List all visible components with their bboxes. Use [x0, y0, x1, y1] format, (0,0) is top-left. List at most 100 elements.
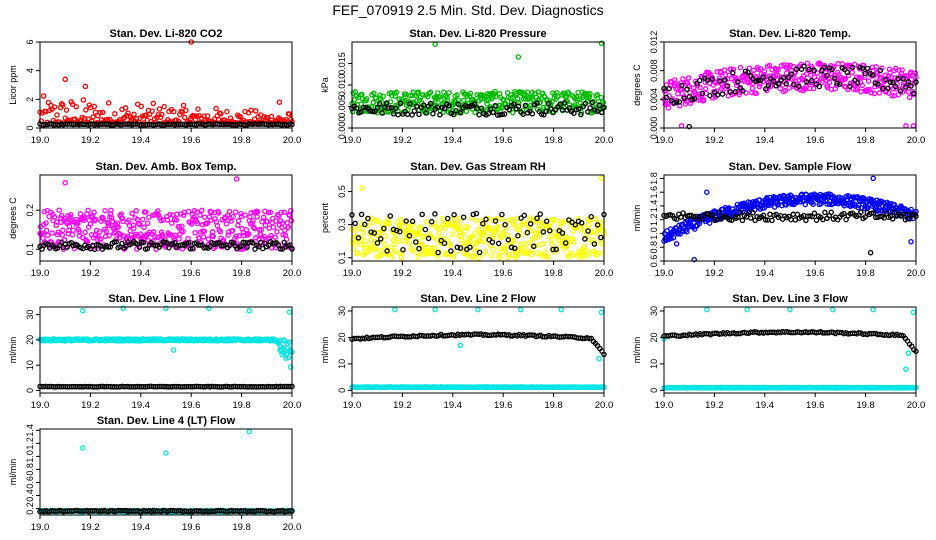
- data-point: [857, 64, 863, 71]
- y-tick-label: 0: [25, 388, 35, 393]
- data-point: [490, 109, 496, 116]
- series-black: [37, 238, 295, 252]
- data-point: [250, 240, 256, 246]
- data-point: [696, 91, 703, 97]
- data-point: [266, 225, 272, 231]
- data-point: [464, 239, 471, 246]
- data-point: [394, 239, 400, 245]
- data-point: [229, 227, 236, 234]
- data-point: [457, 110, 464, 116]
- data-point: [358, 211, 365, 218]
- x-tick-label: 20.0: [595, 400, 614, 411]
- y-axis-label: degrees C: [8, 197, 18, 239]
- data-point: [821, 64, 828, 71]
- series-black: [349, 331, 607, 358]
- data-point-outlier: [704, 189, 710, 195]
- y-axis-label: degrees C: [632, 64, 642, 106]
- data-point: [393, 89, 400, 96]
- data-point: [416, 230, 422, 236]
- data-point: [524, 89, 531, 95]
- data-point: [387, 213, 394, 219]
- data-point: [268, 232, 274, 239]
- data-point: [522, 245, 528, 251]
- data-point: [796, 83, 802, 90]
- data-point: [140, 216, 146, 223]
- data-point: [430, 110, 436, 117]
- data-point: [844, 69, 851, 76]
- data-point: [777, 85, 783, 92]
- data-point: [462, 239, 468, 245]
- data-point: [545, 100, 552, 107]
- data-point: [598, 94, 605, 101]
- data-point: [510, 109, 516, 116]
- data-point: [403, 91, 409, 97]
- data-point: [441, 105, 448, 112]
- x-tick-label: 20.0: [907, 268, 926, 279]
- data-point: [506, 106, 512, 113]
- data-point: [559, 230, 566, 236]
- data-point-outlier: [744, 306, 750, 313]
- data-point: [663, 94, 670, 101]
- data-point: [666, 85, 672, 92]
- y-tick-label: 30: [337, 306, 347, 316]
- data-point-outlier: [787, 306, 793, 313]
- data-point: [875, 81, 881, 87]
- data-point: [200, 234, 207, 240]
- data-point: [729, 69, 736, 76]
- data-point: [589, 99, 596, 106]
- data-point: [868, 90, 874, 96]
- x-tick-label: 19.6: [494, 268, 513, 279]
- data-point: [553, 246, 559, 253]
- data-point: [529, 110, 536, 117]
- data-point: [446, 102, 452, 109]
- x-tick-label: 19.0: [655, 268, 674, 279]
- x-tick-label: 20.0: [283, 400, 302, 411]
- data-point: [478, 105, 485, 111]
- data-point: [689, 96, 695, 103]
- data-point: [409, 112, 415, 118]
- data-point-outlier: [233, 176, 240, 182]
- data-point: [492, 102, 499, 109]
- data-point: [748, 215, 754, 221]
- data-point: [66, 223, 73, 230]
- data-point: [467, 244, 473, 251]
- data-point: [136, 244, 143, 250]
- data-point: [375, 218, 382, 225]
- data-point: [460, 214, 467, 220]
- data-point: [696, 77, 703, 84]
- data-point: [393, 105, 399, 112]
- data-point: [91, 209, 97, 216]
- data-point: [288, 217, 295, 224]
- data-point: [679, 82, 685, 89]
- data-point: [423, 219, 430, 225]
- data-point: [665, 104, 672, 111]
- data-point: [237, 113, 243, 120]
- data-point: [842, 76, 849, 82]
- data-point: [895, 75, 901, 82]
- data-point: [534, 100, 540, 107]
- data-point: [450, 253, 457, 260]
- data-point: [220, 237, 227, 243]
- data-point: [831, 75, 838, 81]
- data-point: [254, 208, 261, 215]
- data-point: [267, 209, 274, 216]
- x-tick-label: 20.0: [907, 135, 926, 146]
- y-tick-label: 30: [649, 306, 659, 316]
- data-point: [388, 244, 394, 251]
- data-point: [515, 251, 521, 258]
- data-point: [573, 106, 580, 113]
- data-point: [402, 93, 408, 100]
- data-point: [128, 116, 135, 123]
- data-point: [428, 218, 435, 225]
- data-point: [702, 86, 709, 92]
- data-point: [369, 219, 376, 226]
- data-point: [370, 108, 376, 115]
- data-point: [115, 224, 121, 230]
- data-point-outlier: [286, 309, 293, 315]
- data-point: [82, 229, 88, 236]
- data-point: [854, 85, 861, 91]
- data-point: [426, 244, 432, 251]
- data-point: [379, 110, 385, 116]
- data-point: [480, 229, 487, 235]
- data-point: [381, 241, 388, 247]
